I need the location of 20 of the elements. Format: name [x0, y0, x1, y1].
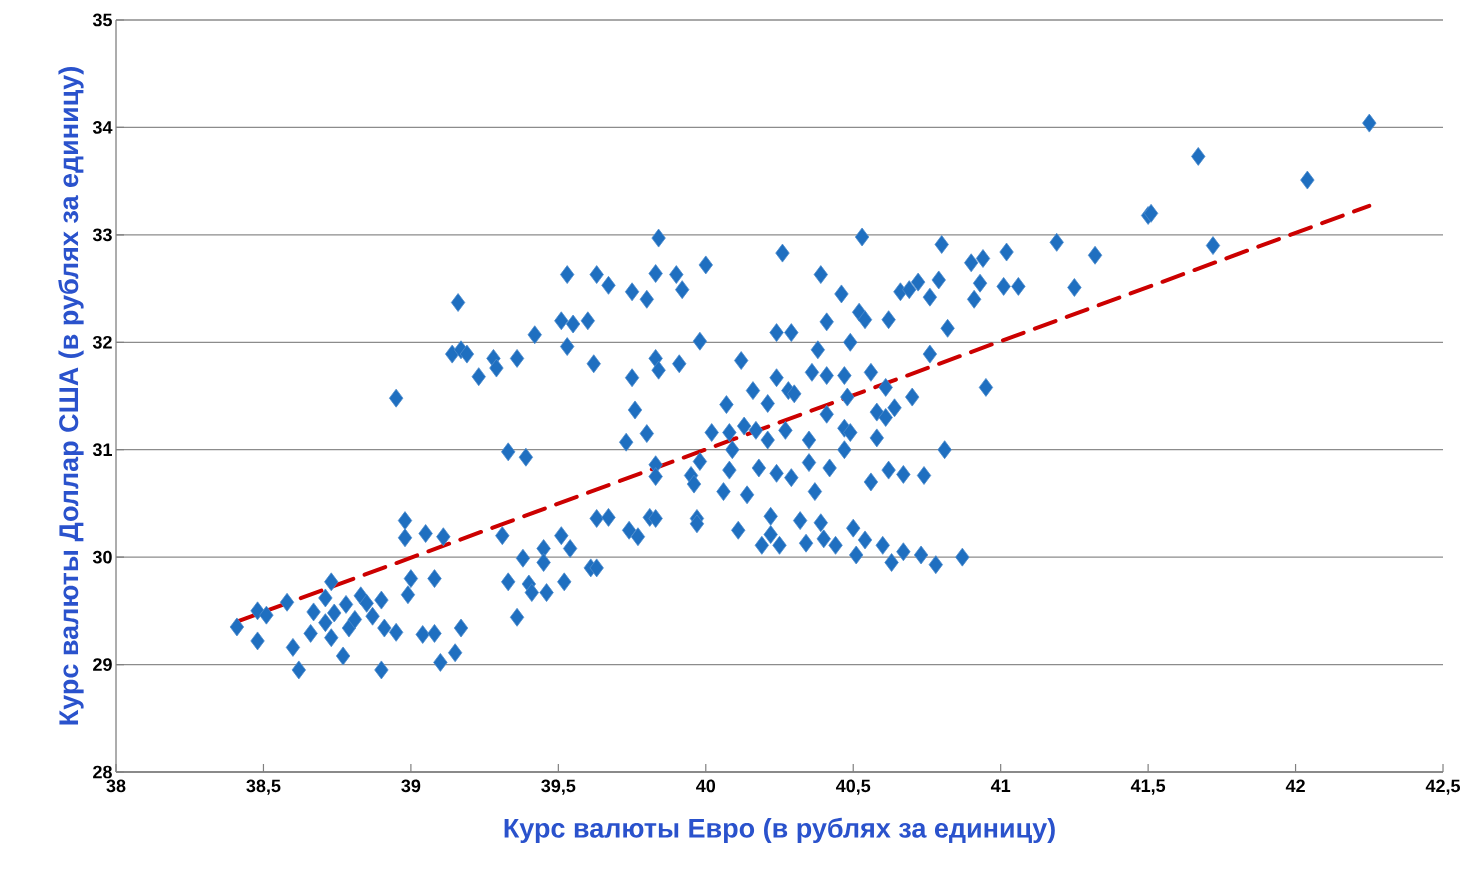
x-tick-label: 40,5	[835, 779, 871, 795]
x-axis-title: Курс валюты Евро (в рублях за единицу)	[504, 817, 1055, 844]
x-tick-label: 38,5	[246, 779, 281, 795]
y-tick-label: 33	[92, 228, 112, 242]
x-tick-label: 41,5	[1130, 779, 1166, 795]
x-tick-label: 40	[696, 779, 716, 793]
y-tick-label: 28	[93, 765, 112, 779]
y-tick-label: 29	[93, 658, 112, 671]
y-tick-label: 35	[92, 13, 112, 27]
y-axis-title: Курс валюты Доллар США (в рублях за единицу)	[58, 67, 84, 725]
x-tick-label: 38	[106, 779, 126, 793]
y-tick-label: 31	[92, 443, 112, 457]
x-tick-label: 42,5	[1425, 779, 1461, 795]
y-tick-label: 32	[92, 335, 112, 349]
x-tick-label: 39	[401, 779, 421, 793]
x-tick-label: 39,5	[541, 779, 576, 795]
y-tick-label: 30	[92, 550, 112, 564]
x-tick-label: 42	[1285, 779, 1305, 793]
y-tick-label: 34	[92, 121, 113, 134]
x-tick-label: 41	[990, 779, 1011, 792]
